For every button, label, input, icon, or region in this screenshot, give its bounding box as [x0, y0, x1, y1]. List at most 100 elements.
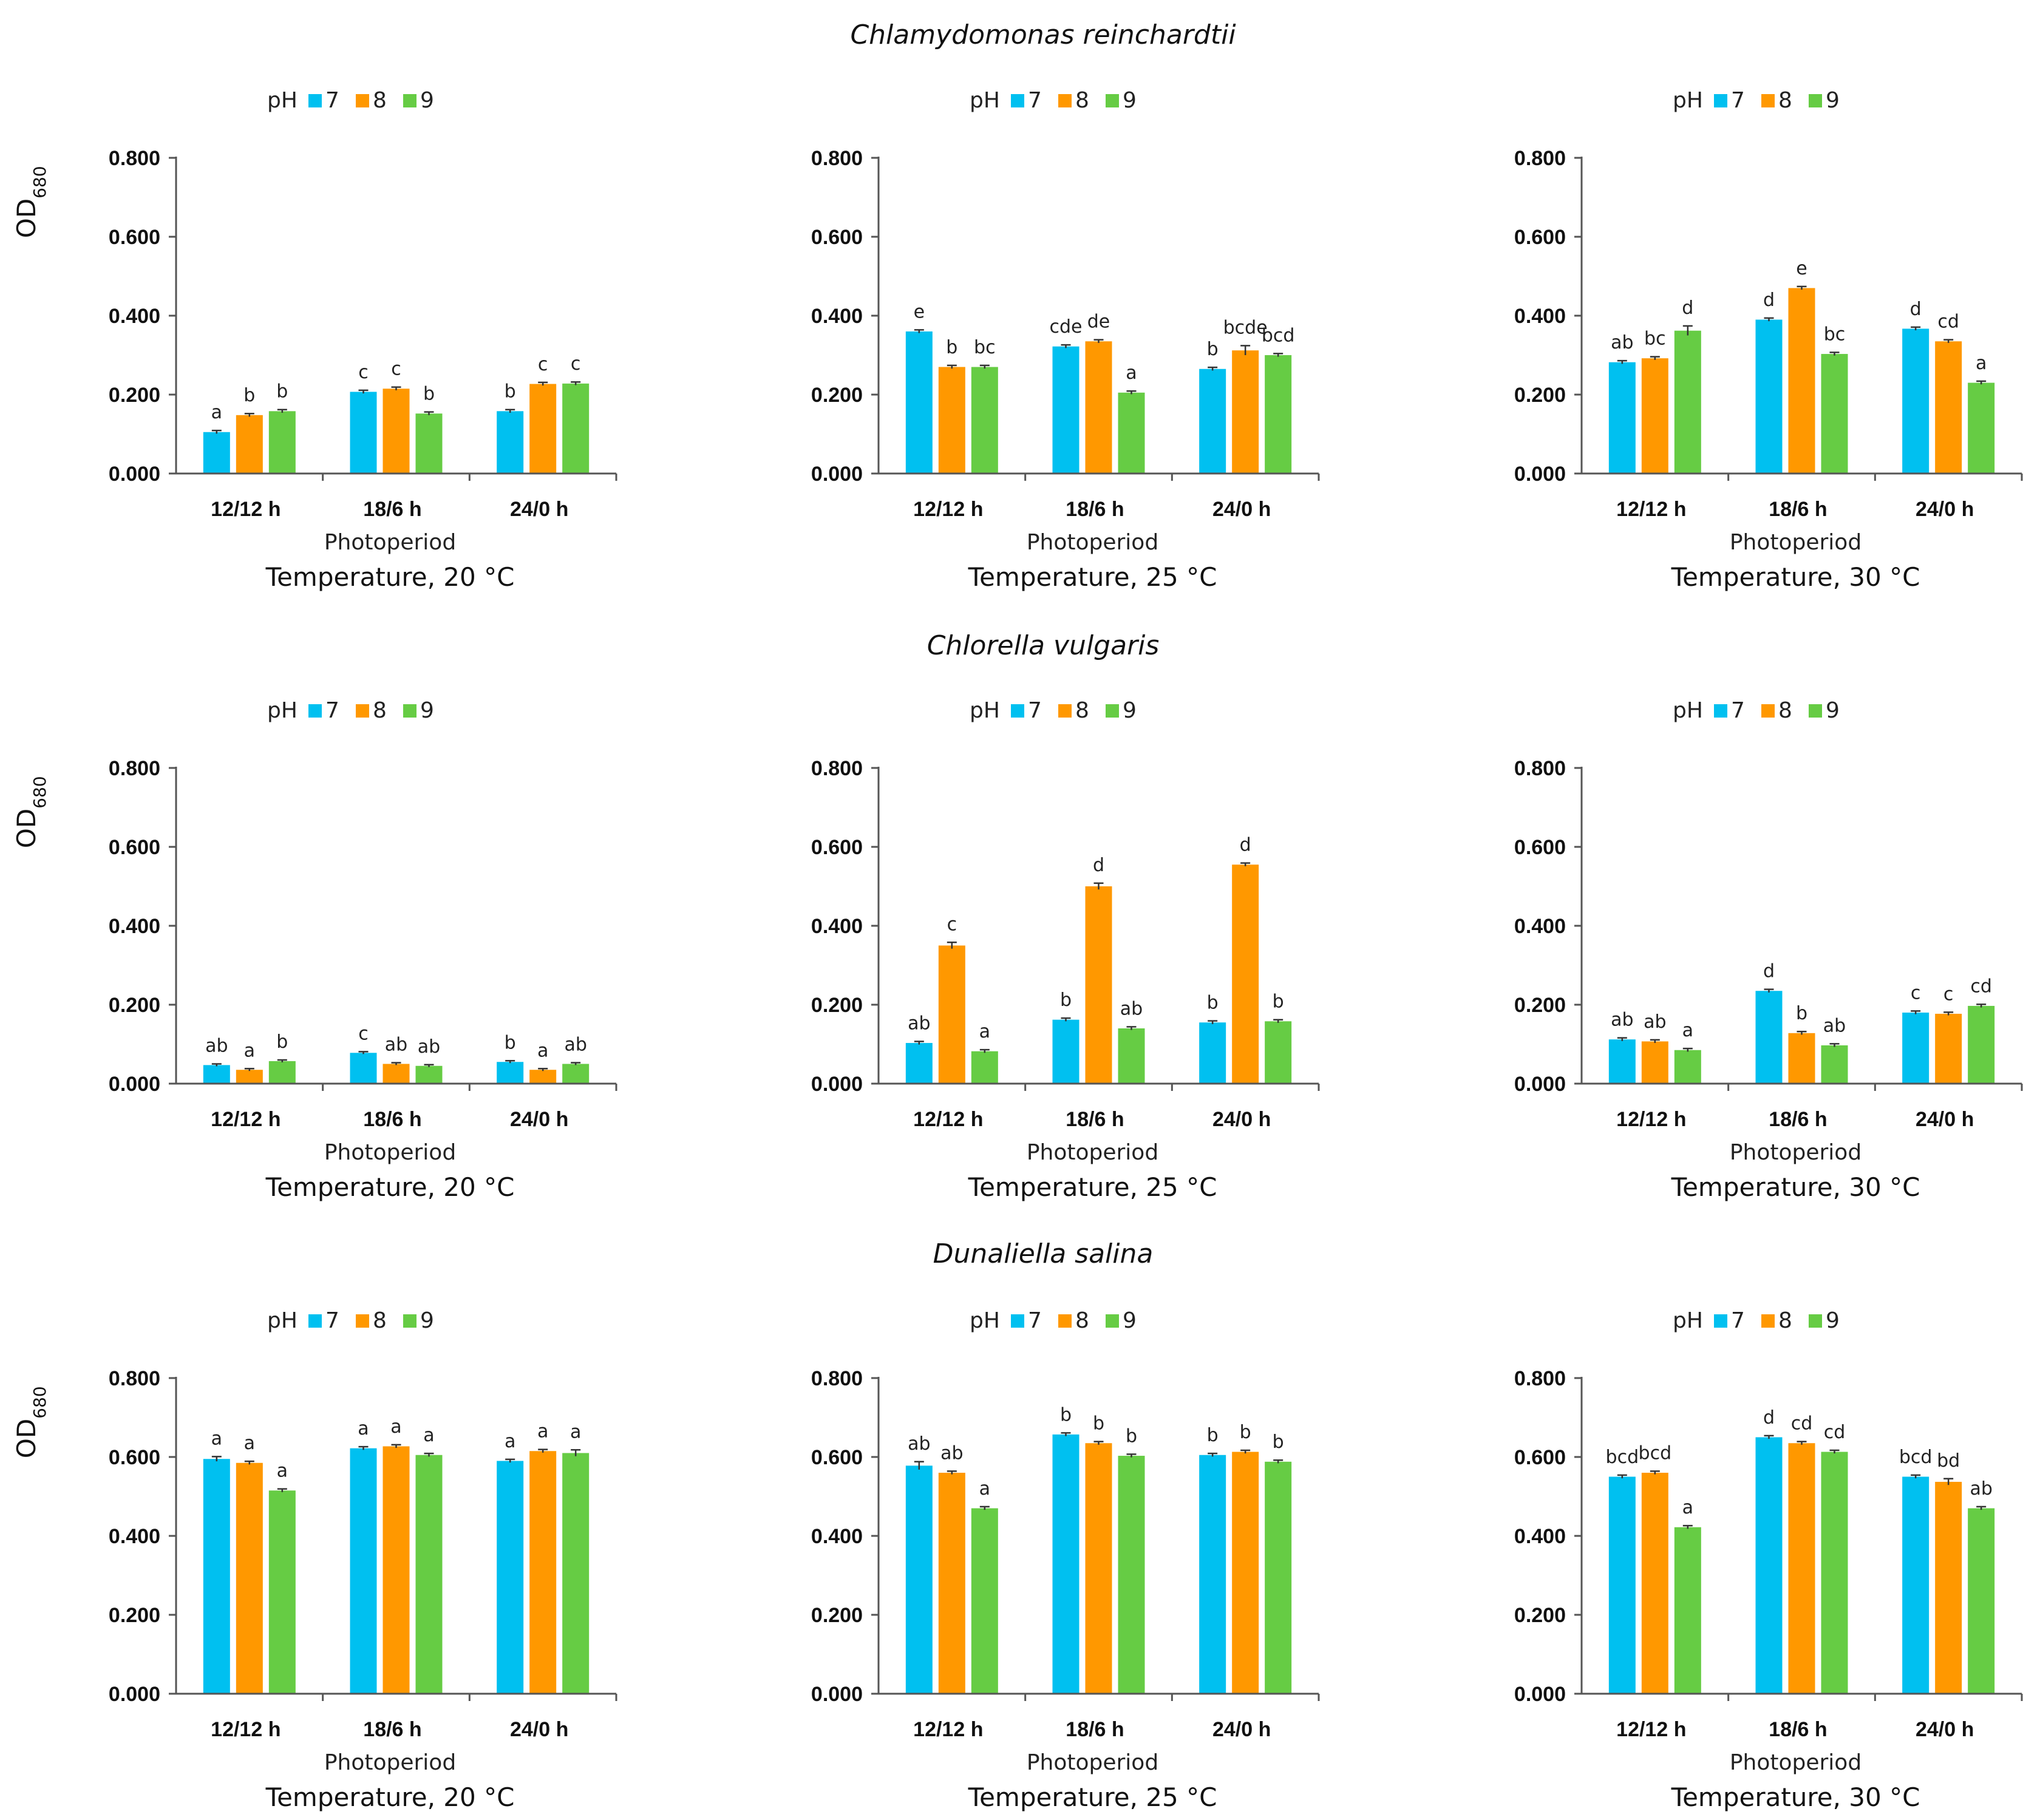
significance-label: c [391, 359, 401, 380]
bar-ph8 [1232, 1452, 1259, 1694]
bar-ph7 [1902, 328, 1929, 474]
significance-label: c [358, 1023, 369, 1044]
significance-label: d [1763, 1407, 1775, 1428]
bar-ph7 [1199, 1022, 1226, 1084]
legend-label-ph9: 9 [1123, 88, 1137, 113]
bar-ph8 [1788, 288, 1815, 474]
y-tick-label: 0.000 [109, 1073, 160, 1096]
significance-label: b [423, 384, 435, 405]
legend-swatch-ph8 [1761, 94, 1775, 107]
x-tick-label: 24/0 h [510, 498, 568, 521]
x-tick-label: 18/6 h [1769, 498, 1827, 521]
legend-label-ph8: 8 [1075, 1308, 1089, 1333]
legend-label-ph9: 9 [1123, 1308, 1137, 1333]
y-tick-label: 0.400 [109, 1525, 160, 1548]
temperature-label: Temperature, 25 °C [968, 562, 1217, 592]
significance-label: b [1207, 993, 1219, 1014]
legend-swatch-ph7 [1011, 94, 1024, 107]
bar-ph7 [1608, 1039, 1636, 1084]
x-axis-label: Photoperiod [1027, 1140, 1158, 1165]
bar-ph9 [1674, 330, 1701, 474]
y-tick-label: 0.200 [109, 384, 160, 407]
legend-prefix: pH [1673, 1308, 1703, 1333]
bar-ph8 [1232, 864, 1259, 1084]
bar-ph8 [529, 1451, 557, 1694]
y-tick-label: 0.600 [1514, 836, 1566, 859]
bar-ph9 [415, 1065, 443, 1084]
bar-ph9 [1265, 1461, 1292, 1694]
significance-label: c [1943, 983, 1954, 1005]
bar-ph9 [415, 1455, 443, 1694]
bar-ph9 [562, 383, 590, 474]
significance-label: c [538, 354, 548, 375]
legend-label-ph7: 7 [1028, 1308, 1042, 1333]
bar-ph8 [1788, 1443, 1815, 1694]
significance-label: a [570, 1421, 581, 1442]
bar-ph7 [203, 1065, 230, 1084]
significance-label: b [1093, 1413, 1104, 1435]
y-axis-label-main: OD [12, 199, 41, 238]
bar-ph9 [268, 1490, 296, 1694]
significance-label: b [276, 1031, 288, 1053]
legend-swatch-ph9 [1809, 704, 1822, 718]
temperature-label: Temperature, 30 °C [1671, 562, 1920, 592]
bar-ph9 [268, 411, 296, 474]
y-tick-label: 0.200 [109, 994, 160, 1017]
bar-ph8 [1085, 1443, 1112, 1694]
temperature-label: Temperature, 20 °C [265, 1172, 515, 1202]
legend-label-ph9: 9 [1826, 698, 1840, 723]
significance-label: a [537, 1040, 548, 1061]
significance-label: e [1796, 258, 1807, 279]
significance-label: bcd [1899, 1447, 1933, 1468]
legend-prefix: pH [970, 1308, 1000, 1333]
significance-label: b [1273, 1431, 1284, 1453]
significance-label: ab [1120, 998, 1143, 1019]
significance-label: a [1976, 353, 1987, 374]
legend-prefix: pH [1673, 88, 1703, 113]
y-tick-label: 0.200 [811, 994, 863, 1017]
significance-label: b [276, 381, 288, 402]
significance-label: ab [940, 1442, 963, 1464]
significance-label: b [1126, 1425, 1137, 1447]
significance-label: c [571, 353, 581, 375]
bar-ph9 [1674, 1050, 1701, 1084]
species-title-chlorella: Chlorella vulgaris [927, 630, 1160, 661]
x-tick-label: 18/6 h [363, 1718, 421, 1741]
y-tick-label: 0.400 [109, 915, 160, 938]
bar-ph9 [562, 1453, 590, 1694]
y-tick-label: 0.000 [1514, 463, 1566, 486]
significance-label: d [1763, 961, 1775, 982]
significance-label: b [946, 337, 957, 358]
bar-ph9 [1118, 1028, 1145, 1084]
legend-label-ph7: 7 [325, 698, 339, 723]
legend-label-ph7: 7 [1731, 698, 1745, 723]
y-axis-label-main: OD [12, 809, 41, 848]
bar-ph7 [350, 1053, 377, 1084]
significance-label: d [1093, 855, 1104, 876]
bar-ph7 [1199, 368, 1226, 474]
bar-ph8 [1935, 1013, 1962, 1084]
y-tick-label: 0.800 [811, 757, 863, 780]
legend-swatch-ph7 [1714, 1314, 1727, 1328]
temperature-label: Temperature, 25 °C [968, 1782, 1217, 1812]
significance-label: ab [1611, 332, 1633, 353]
legend-prefix: pH [267, 88, 298, 113]
significance-label: b [1796, 1003, 1807, 1024]
bar-ph7 [350, 392, 377, 474]
y-axis-label-sub: 680 [30, 1386, 50, 1418]
significance-label: ab [385, 1034, 407, 1056]
y-tick-label: 0.800 [109, 147, 160, 170]
bar-ph9 [1821, 354, 1848, 474]
x-tick-label: 24/0 h [1212, 1718, 1271, 1741]
x-tick-label: 18/6 h [363, 498, 421, 521]
bar-ph7 [1755, 319, 1783, 474]
y-tick-label: 0.400 [1514, 915, 1566, 938]
x-axis-label: Photoperiod [324, 1750, 456, 1775]
bar-ph7 [497, 411, 524, 474]
y-tick-label: 0.800 [811, 1367, 863, 1390]
bar-ph8 [938, 945, 965, 1084]
y-tick-label: 0.000 [1514, 1683, 1566, 1706]
